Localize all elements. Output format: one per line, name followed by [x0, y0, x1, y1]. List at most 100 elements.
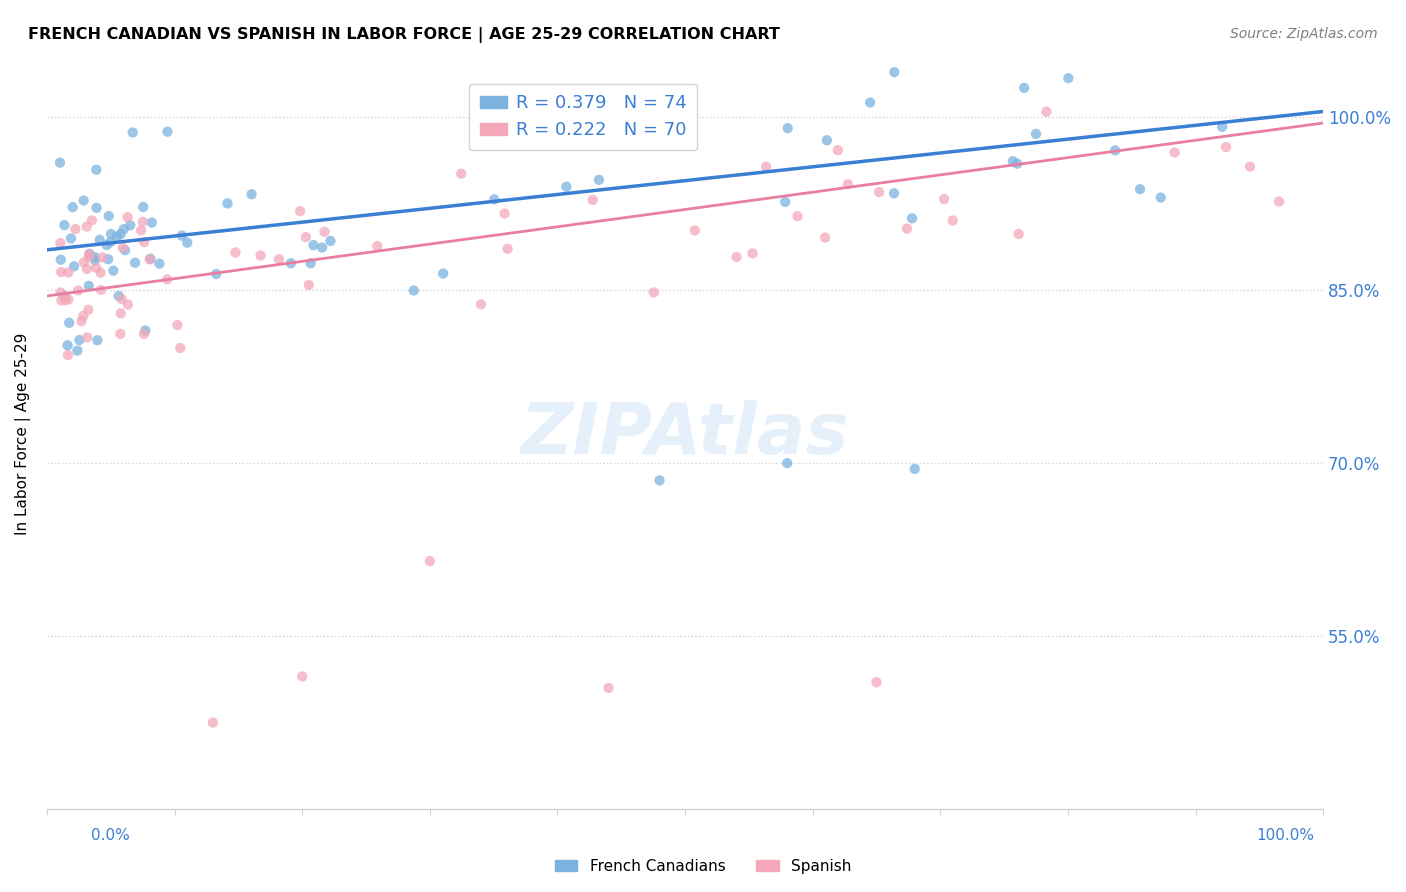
French Canadians: [124, 256, 146, 270]
French Canadians: [1150, 190, 1173, 204]
French Canadians: [1025, 127, 1047, 141]
Spanish: [132, 215, 155, 229]
French Canadians: [86, 162, 108, 177]
French Canadians: [86, 333, 108, 347]
French Canadians: [120, 219, 142, 233]
French Canadians: [97, 252, 120, 267]
Spanish: [49, 265, 72, 279]
Point: [904, 462, 927, 476]
Spanish: [84, 260, 107, 275]
Point: [291, 669, 314, 683]
Spanish: [1239, 160, 1261, 174]
French Canadians: [311, 240, 333, 254]
French Canadians: [83, 250, 105, 264]
Spanish: [72, 309, 94, 323]
Spanish: [110, 326, 132, 341]
Spanish: [314, 225, 336, 239]
Spanish: [132, 326, 155, 341]
Point: [648, 474, 671, 488]
Spanish: [67, 284, 90, 298]
French Canadians: [79, 247, 101, 261]
French Canadians: [156, 125, 179, 139]
Point: [598, 681, 620, 695]
Spanish: [896, 221, 918, 235]
Spanish: [1007, 227, 1029, 241]
French Canadians: [112, 222, 135, 236]
Point: [201, 715, 224, 730]
Spanish: [741, 246, 763, 260]
Point: [419, 554, 441, 568]
French Canadians: [86, 201, 108, 215]
French Canadians: [134, 324, 156, 338]
French Canadians: [588, 173, 610, 187]
French Canadians: [56, 338, 79, 352]
French Canadians: [302, 238, 325, 252]
Spanish: [49, 285, 72, 300]
Text: Source: ZipAtlas.com: Source: ZipAtlas.com: [1230, 27, 1378, 41]
French Canadians: [62, 200, 84, 214]
Text: FRENCH CANADIAN VS SPANISH IN LABOR FORCE | AGE 25-29 CORRELATION CHART: FRENCH CANADIAN VS SPANISH IN LABOR FORC…: [28, 27, 780, 43]
French Canadians: [1012, 80, 1035, 95]
Spanish: [169, 341, 191, 355]
Spanish: [643, 285, 665, 300]
Spanish: [77, 250, 100, 264]
French Canadians: [59, 231, 82, 245]
Spanish: [70, 314, 93, 328]
French Canadians: [240, 187, 263, 202]
Spanish: [90, 266, 112, 280]
Spanish: [267, 252, 290, 267]
French Canadians: [205, 267, 228, 281]
French Canadians: [84, 253, 107, 268]
Spanish: [366, 239, 388, 253]
Spanish: [76, 262, 98, 277]
Legend: French Canadians, Spanish: French Canadians, Spanish: [548, 853, 858, 880]
Spanish: [73, 255, 96, 269]
Spanish: [868, 185, 890, 199]
French Canadians: [49, 155, 72, 169]
French Canadians: [53, 218, 76, 232]
Spanish: [494, 206, 516, 220]
Spanish: [683, 223, 706, 237]
Spanish: [1215, 140, 1237, 154]
French Canadians: [859, 95, 882, 110]
French Canadians: [148, 257, 170, 271]
Spanish: [117, 297, 139, 311]
Spanish: [288, 204, 311, 219]
French Canadians: [773, 194, 796, 209]
French Canadians: [1211, 120, 1233, 134]
French Canadians: [67, 333, 90, 347]
French Canadians: [170, 228, 193, 243]
Y-axis label: In Labor Force | Age 25-29: In Labor Force | Age 25-29: [15, 333, 31, 535]
French Canadians: [89, 233, 111, 247]
French Canadians: [77, 278, 100, 293]
French Canadians: [299, 256, 322, 270]
Spanish: [58, 265, 80, 279]
Spanish: [837, 177, 859, 191]
French Canadians: [72, 194, 94, 208]
Spanish: [91, 251, 114, 265]
Spanish: [129, 223, 152, 237]
Spanish: [725, 250, 748, 264]
Spanish: [295, 230, 318, 244]
Spanish: [110, 306, 132, 320]
Spanish: [156, 272, 179, 286]
Spanish: [111, 292, 134, 306]
French Canadians: [98, 235, 121, 250]
Spanish: [1163, 145, 1185, 160]
French Canadians: [114, 243, 136, 257]
Spanish: [80, 213, 103, 227]
Spanish: [51, 293, 73, 308]
Spanish: [470, 297, 492, 311]
Spanish: [942, 213, 965, 227]
French Canadians: [97, 209, 120, 223]
Spanish: [224, 245, 246, 260]
Spanish: [49, 235, 72, 250]
Spanish: [755, 160, 778, 174]
French Canadians: [103, 263, 125, 277]
Spanish: [138, 252, 160, 267]
Spanish: [496, 242, 519, 256]
Spanish: [58, 293, 80, 307]
Spanish: [249, 248, 271, 262]
French Canadians: [139, 252, 162, 266]
Text: 0.0%: 0.0%: [91, 828, 131, 843]
